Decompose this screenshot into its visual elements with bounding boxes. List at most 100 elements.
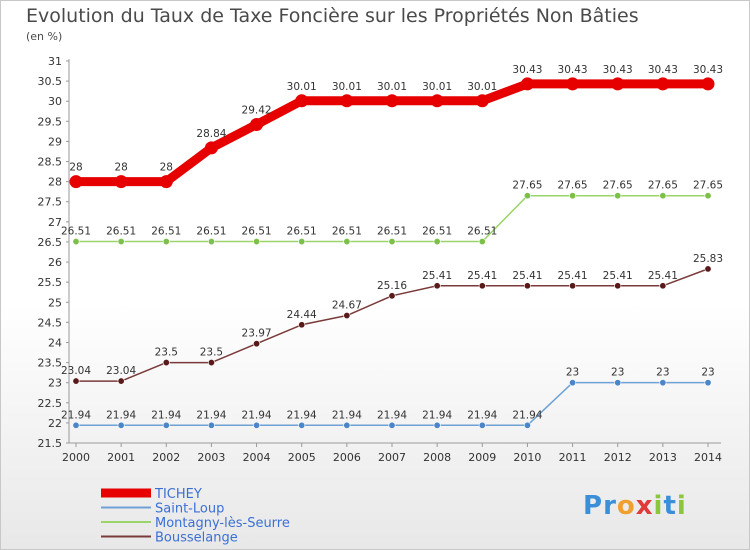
y-tick-label: 23: [48, 377, 62, 390]
data-label-tichey: 28: [114, 162, 127, 174]
data-point-saint-loup: [659, 379, 667, 387]
data-point-montagny-les-seurre: [207, 238, 215, 246]
data-point-bousselange: [117, 377, 125, 385]
data-point-saint-loup: [253, 421, 261, 429]
x-tick-label: 2007: [378, 451, 406, 464]
y-tick-label: 30.5: [38, 75, 63, 88]
data-point-montagny-les-seurre: [569, 192, 577, 200]
proxiti-logo: Proxiti: [583, 491, 687, 521]
data-point-saint-loup: [569, 379, 577, 387]
data-point-saint-loup: [614, 379, 622, 387]
y-tick-label: 22.5: [38, 397, 63, 410]
x-tick-label: 2006: [333, 451, 361, 464]
data-point-montagny-les-seurre: [72, 238, 80, 246]
data-point-tichey: [385, 94, 399, 108]
y-tick-label: 22: [48, 417, 62, 430]
logo-letter: o: [616, 491, 636, 521]
x-tick-label: 2010: [513, 451, 541, 464]
y-tick-label: 29.5: [38, 115, 63, 128]
data-label-montagny-les-seurre: 26.51: [196, 226, 226, 238]
data-label-montagny-les-seurre: 26.51: [106, 226, 136, 238]
logo-letter: t: [663, 491, 677, 521]
data-point-saint-loup: [478, 421, 486, 429]
data-point-tichey: [250, 118, 264, 132]
data-label-bousselange: 25.41: [558, 270, 588, 282]
data-label-saint-loup: 23: [656, 367, 669, 379]
data-label-tichey: 28.84: [196, 128, 226, 140]
data-point-tichey: [340, 94, 354, 108]
legend-label: Bousselange: [155, 531, 238, 546]
chart-title: Evolution du Taux de Taxe Foncière sur l…: [26, 5, 639, 27]
data-label-saint-loup: 23: [701, 367, 714, 379]
y-tick-label: 27: [48, 216, 62, 229]
data-point-saint-loup: [207, 421, 215, 429]
data-point-bousselange: [478, 282, 486, 290]
data-point-tichey: [701, 77, 715, 91]
data-point-tichey: [520, 77, 534, 91]
data-label-montagny-les-seurre: 26.51: [61, 226, 91, 238]
data-point-saint-loup: [343, 421, 351, 429]
data-point-bousselange: [614, 282, 622, 290]
data-label-montagny-les-seurre: 27.65: [603, 180, 633, 192]
logo-letter: r: [603, 491, 617, 521]
data-point-tichey: [204, 141, 218, 155]
data-point-montagny-les-seurre: [614, 192, 622, 200]
data-label-bousselange: 23.04: [61, 365, 91, 377]
data-label-montagny-les-seurre: 26.51: [332, 226, 362, 238]
y-tick-label: 30: [48, 95, 62, 108]
data-label-saint-loup: 21.94: [61, 409, 91, 421]
data-point-montagny-les-seurre: [117, 238, 125, 246]
data-point-saint-loup: [117, 421, 125, 429]
y-tick-label: 26: [48, 256, 62, 269]
data-point-saint-loup: [72, 421, 80, 429]
data-label-montagny-les-seurre: 26.51: [467, 226, 497, 238]
data-point-montagny-les-seurre: [343, 238, 351, 246]
data-point-bousselange: [433, 282, 441, 290]
y-tick-label: 25.5: [38, 276, 63, 289]
y-tick-label: 23.5: [38, 357, 63, 370]
data-point-montagny-les-seurre: [659, 192, 667, 200]
data-point-bousselange: [207, 359, 215, 367]
data-point-montagny-les-seurre: [162, 238, 170, 246]
data-point-montagny-les-seurre: [478, 238, 486, 246]
data-point-saint-loup: [162, 421, 170, 429]
data-label-bousselange: 25.83: [693, 253, 723, 265]
data-label-bousselange: 23.5: [155, 347, 178, 359]
data-label-bousselange: 25.41: [422, 270, 452, 282]
data-point-tichey: [566, 77, 580, 91]
data-point-montagny-les-seurre: [388, 238, 396, 246]
data-label-tichey: 30.43: [512, 64, 542, 76]
data-label-bousselange: 24.67: [332, 300, 362, 312]
data-label-tichey: 30.01: [332, 81, 362, 93]
y-tick-label: 25: [48, 296, 62, 309]
data-label-bousselange: 23.97: [242, 328, 272, 340]
y-tick-label: 28.5: [38, 156, 63, 169]
data-label-montagny-les-seurre: 27.65: [558, 180, 588, 192]
data-label-saint-loup: 21.94: [467, 409, 497, 421]
x-tick-label: 2001: [107, 451, 135, 464]
data-label-montagny-les-seurre: 27.65: [512, 180, 542, 192]
data-point-saint-loup: [298, 421, 306, 429]
data-label-tichey: 30.43: [693, 64, 723, 76]
data-label-montagny-les-seurre: 26.51: [287, 226, 317, 238]
data-point-bousselange: [523, 282, 531, 290]
data-point-bousselange: [253, 340, 261, 348]
y-tick-label: 28: [48, 176, 62, 189]
data-point-bousselange: [569, 282, 577, 290]
x-tick-label: 2011: [559, 451, 587, 464]
data-label-tichey: 30.01: [377, 81, 407, 93]
x-tick-label: 2012: [604, 451, 632, 464]
y-tick-label: 27.5: [38, 196, 63, 209]
y-tick-label: 31: [48, 55, 62, 68]
data-label-tichey: 29.42: [242, 105, 272, 117]
data-point-montagny-les-seurre: [523, 192, 531, 200]
logo-letter: i: [676, 491, 687, 521]
data-point-tichey: [114, 175, 128, 189]
data-label-tichey: 28: [160, 162, 173, 174]
x-tick-label: 2000: [62, 451, 90, 464]
data-label-bousselange: 25.16: [377, 280, 407, 292]
data-point-tichey: [159, 175, 173, 189]
data-label-saint-loup: 21.94: [196, 409, 226, 421]
y-tick-label: 24: [48, 336, 62, 349]
